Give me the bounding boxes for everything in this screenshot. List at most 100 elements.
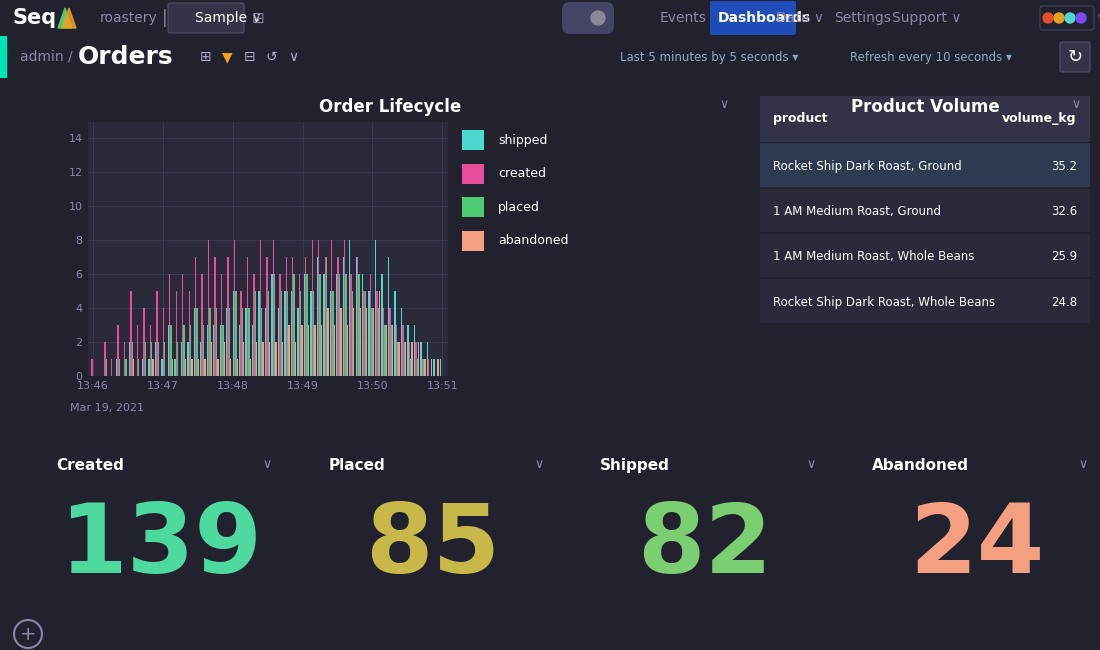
- Bar: [169, 274, 170, 376]
- FancyBboxPatch shape: [168, 3, 244, 33]
- Text: Data ∨: Data ∨: [776, 11, 824, 25]
- Circle shape: [1065, 13, 1075, 23]
- Text: 85: 85: [365, 500, 501, 593]
- Bar: [312, 291, 315, 376]
- Text: 24.8: 24.8: [1050, 296, 1077, 309]
- Bar: [252, 325, 253, 376]
- Bar: [246, 257, 249, 376]
- Text: ∨: ∨: [1096, 12, 1100, 25]
- Bar: [339, 274, 340, 376]
- Text: Shipped: Shipped: [601, 458, 670, 473]
- Bar: [124, 342, 125, 376]
- Bar: [222, 325, 223, 376]
- Bar: [438, 359, 439, 376]
- Bar: [258, 291, 260, 376]
- Bar: [349, 240, 351, 376]
- Bar: [151, 342, 153, 376]
- Bar: [261, 308, 263, 376]
- Bar: [418, 342, 419, 376]
- Text: Support ∨: Support ∨: [892, 11, 961, 25]
- Bar: [143, 308, 144, 376]
- Bar: [211, 342, 212, 376]
- Bar: [279, 274, 280, 376]
- Bar: [133, 359, 134, 376]
- Bar: [284, 291, 286, 376]
- FancyBboxPatch shape: [710, 1, 796, 35]
- Bar: [198, 359, 199, 376]
- Text: Refresh every 10 seconds ▾: Refresh every 10 seconds ▾: [850, 51, 1012, 64]
- Bar: [383, 308, 384, 376]
- Bar: [414, 325, 415, 376]
- Bar: [760, 279, 1090, 322]
- Text: Dashboards: Dashboards: [718, 11, 811, 25]
- Bar: [304, 274, 305, 376]
- Bar: [379, 291, 381, 376]
- Bar: [282, 342, 284, 376]
- Bar: [344, 240, 345, 376]
- Bar: [385, 325, 387, 376]
- Circle shape: [1076, 13, 1086, 23]
- Bar: [360, 308, 361, 376]
- Bar: [396, 325, 397, 376]
- Bar: [409, 342, 410, 376]
- Bar: [255, 291, 256, 376]
- Bar: [213, 325, 214, 376]
- Text: +: +: [20, 625, 36, 644]
- Text: Order Lifecycle: Order Lifecycle: [319, 98, 461, 116]
- Bar: [392, 325, 394, 376]
- Bar: [353, 308, 354, 376]
- Bar: [420, 342, 421, 376]
- Bar: [404, 342, 405, 376]
- Bar: [421, 359, 424, 376]
- Bar: [427, 342, 428, 376]
- Bar: [376, 291, 377, 376]
- Bar: [164, 342, 165, 376]
- Bar: [298, 274, 300, 376]
- Bar: [267, 291, 270, 376]
- Text: Created: Created: [56, 458, 124, 473]
- Bar: [415, 342, 417, 376]
- Bar: [311, 240, 312, 376]
- Bar: [119, 359, 120, 376]
- Text: 32.6: 32.6: [1050, 205, 1077, 218]
- Bar: [156, 291, 157, 376]
- Text: Rocket Ship Dark Roast, Ground: Rocket Ship Dark Roast, Ground: [773, 160, 961, 173]
- Text: ⊟: ⊟: [244, 50, 255, 64]
- Text: 25.9: 25.9: [1050, 250, 1077, 263]
- Bar: [232, 291, 234, 376]
- Bar: [301, 325, 303, 376]
- Bar: [462, 130, 484, 150]
- Bar: [180, 342, 183, 376]
- Bar: [183, 274, 184, 376]
- Text: |: |: [162, 9, 167, 27]
- Bar: [190, 325, 191, 376]
- Bar: [170, 325, 172, 376]
- Bar: [760, 143, 1090, 187]
- Bar: [355, 257, 356, 376]
- Bar: [278, 308, 279, 376]
- Bar: [142, 359, 143, 376]
- Text: Product Volume: Product Volume: [850, 98, 1000, 116]
- Bar: [163, 308, 164, 376]
- Bar: [315, 325, 316, 376]
- Bar: [337, 274, 338, 376]
- Bar: [760, 96, 1090, 142]
- Bar: [428, 359, 429, 376]
- Bar: [129, 342, 130, 376]
- Bar: [256, 342, 257, 376]
- Bar: [240, 291, 242, 376]
- Bar: [307, 274, 308, 376]
- Bar: [318, 240, 319, 376]
- Text: ↻: ↻: [1067, 48, 1082, 66]
- Bar: [319, 274, 321, 376]
- Bar: [327, 308, 329, 376]
- Text: 24: 24: [910, 500, 1045, 593]
- Text: volume_kg: volume_kg: [1002, 112, 1077, 125]
- Text: ⊞: ⊞: [200, 50, 211, 64]
- Bar: [201, 274, 202, 376]
- Text: ▼: ▼: [222, 50, 232, 64]
- Bar: [214, 257, 216, 376]
- Text: 1 AM Medium Roast, Whole Beans: 1 AM Medium Roast, Whole Beans: [773, 250, 975, 263]
- Polygon shape: [62, 8, 76, 28]
- Bar: [352, 291, 353, 376]
